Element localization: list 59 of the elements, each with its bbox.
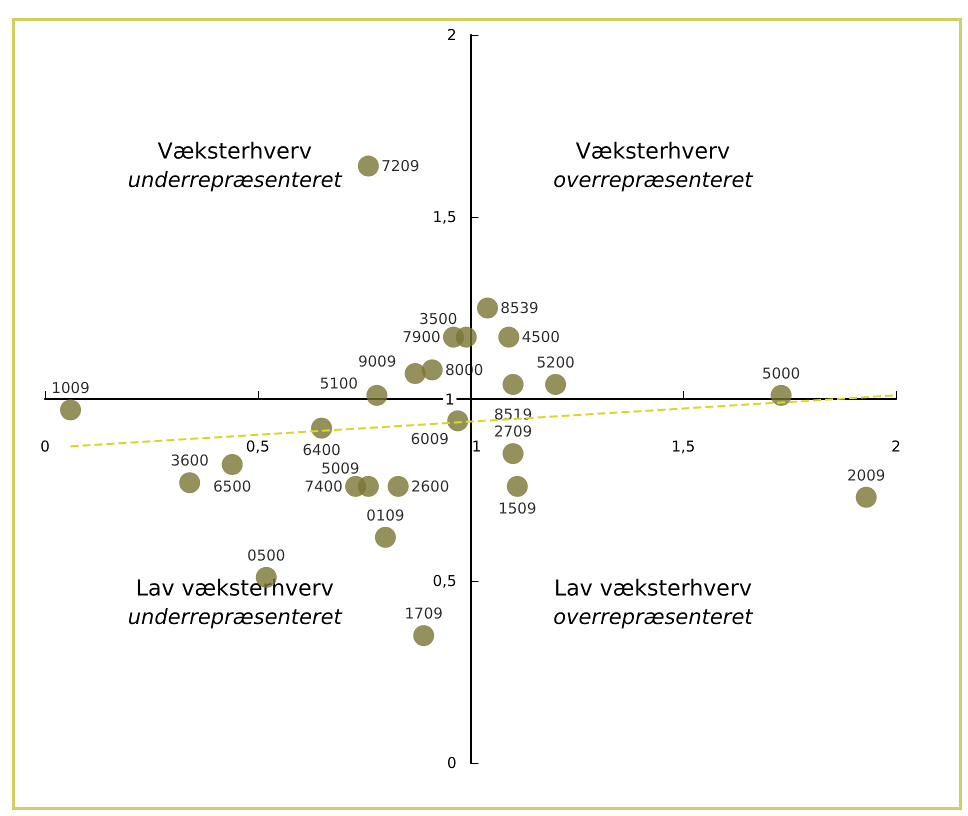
annotation: Væksterhverv underrepræsenteret	[128, 140, 343, 192]
series-label: 7209	[381, 157, 420, 176]
y-tick-label: 1	[444, 390, 454, 408]
series-label: 7400	[304, 477, 343, 496]
series-label: 7900	[402, 328, 441, 346]
series-label: 0500	[247, 546, 286, 564]
series-label: 5009	[321, 459, 360, 478]
series-label: 1009	[51, 378, 90, 397]
point	[374, 526, 396, 548]
series-label: 1709	[404, 604, 443, 623]
series-label: 6500	[213, 478, 252, 496]
point	[388, 476, 409, 497]
point	[545, 374, 566, 395]
y-tick-label: 0,5	[432, 572, 456, 590]
x-tick-label: 0	[40, 438, 50, 456]
annotation: Væksterhverv overrepræsenteret	[553, 140, 754, 192]
y-tick-label: 2	[446, 26, 456, 44]
y-tick-label: 1,5	[432, 208, 456, 226]
point	[502, 374, 524, 395]
series-label: 6009	[410, 430, 449, 448]
series-label: 2709	[494, 422, 532, 441]
series-label: 2009	[847, 466, 886, 484]
series-label: 5200	[536, 353, 575, 372]
series-label: 1509	[498, 499, 536, 518]
point	[456, 326, 477, 348]
annotation: Lav væksterhverv overrepræsenteret	[553, 576, 754, 629]
x-tick-label: 1,5	[671, 438, 696, 456]
point	[422, 359, 443, 380]
point	[506, 476, 528, 497]
series-label: 2600	[411, 477, 450, 496]
point	[404, 363, 426, 384]
point	[366, 384, 388, 406]
series-label: 8539	[500, 299, 539, 317]
point	[413, 625, 434, 646]
series-label: 0109	[366, 506, 404, 524]
series-label: 6400	[302, 441, 341, 460]
x-tick-label: 0,5	[246, 438, 270, 456]
series-label: 5100	[320, 374, 358, 392]
series-label: 4500	[522, 328, 560, 346]
annotation: Lav væksterhverv underrepræsenteret	[128, 576, 343, 629]
point	[498, 326, 520, 348]
y-tick-label: 0	[446, 754, 456, 772]
point	[222, 454, 243, 476]
point	[311, 418, 332, 439]
point	[770, 384, 792, 406]
point	[179, 472, 200, 494]
series-label: 3600	[170, 452, 209, 470]
point	[447, 410, 468, 432]
point	[358, 476, 379, 497]
series-label: 9009	[358, 352, 396, 371]
point	[477, 298, 498, 318]
point	[856, 486, 877, 508]
point	[502, 443, 524, 464]
point	[358, 156, 379, 177]
series-label: 3500	[419, 310, 458, 328]
x-tick-label: 2	[891, 438, 901, 456]
x-tick-label: 1	[472, 438, 482, 456]
series-label: 5000	[762, 364, 800, 382]
point	[60, 399, 82, 420]
